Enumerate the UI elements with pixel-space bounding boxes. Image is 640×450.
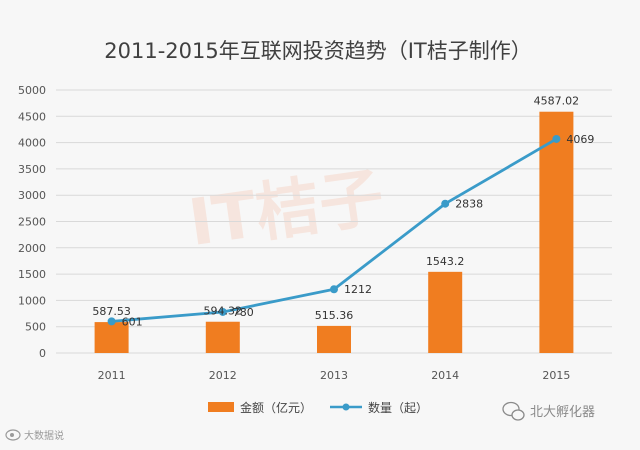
chart-title: 2011-2015年互联网投资趋势（IT桔子制作）: [104, 39, 531, 63]
bar: [317, 325, 351, 353]
line-point: [107, 317, 116, 326]
line-point: [552, 134, 561, 143]
bar-data-label: 587.53: [92, 305, 131, 318]
watermark-bottom-left: 大数据说: [5, 429, 64, 442]
line-data-label: 1212: [344, 283, 372, 296]
line-point: [218, 307, 227, 316]
y-tick-label: 5000: [18, 84, 46, 97]
bar-series: [94, 111, 574, 353]
legend-bar-label: 金额（亿元）: [240, 400, 312, 415]
y-tick-label: 3000: [18, 189, 46, 202]
y-axis: 0 500 1000 1500 2000 2500 3000 3500 4000 4500 5000: [18, 84, 46, 360]
x-tick-label: 2014: [431, 369, 459, 382]
line-point: [441, 199, 450, 208]
wechat-icon: [502, 401, 525, 421]
line-series: [107, 134, 561, 326]
bar: [205, 321, 240, 353]
line-point: [330, 285, 338, 294]
bar: [428, 271, 463, 353]
line-data-label: 2838: [455, 198, 483, 211]
y-tick-label: 500: [25, 321, 46, 334]
bar-data-label: 594.32: [204, 305, 243, 318]
x-axis: 2011 2012 2013 2014 2015: [98, 369, 571, 382]
bar: [539, 111, 574, 353]
bar-data-label: 515.36: [315, 309, 354, 322]
legend-line-label: 数量（起）: [368, 400, 428, 415]
line-data-label: 4069: [566, 133, 594, 146]
grid-lines: [56, 89, 612, 354]
bar: [94, 322, 129, 353]
bar-data-label: 4587.02: [534, 95, 580, 108]
x-tick-label: 2015: [542, 369, 570, 382]
line-data-label: 780: [233, 306, 254, 319]
y-tick-label: 4500: [18, 110, 46, 123]
background-watermark: IT桔子: [184, 161, 388, 261]
y-tick-label: 1500: [18, 268, 46, 281]
x-tick-label: 2011: [98, 369, 126, 382]
legend-line-marker: [342, 403, 350, 411]
data-labels: 587.53 594.32 515.36 1543.2 4587.02 601 780 121…: [92, 95, 594, 329]
watermark-text-left: 大数据说: [24, 429, 64, 442]
weibo-icon: [5, 429, 21, 441]
legend-bar-swatch: [208, 402, 234, 412]
bar-data-label: 1543.2: [426, 255, 465, 268]
y-tick-label: 4000: [18, 137, 46, 150]
y-tick-label: 2000: [18, 242, 46, 255]
watermark-text: 北大孵化器: [530, 405, 595, 420]
y-tick-label: 2500: [18, 216, 46, 229]
svg-text:IT桔子: IT桔子: [184, 161, 388, 261]
y-tick-label: 3500: [18, 163, 46, 176]
watermark-bottom-right: 北大孵化器: [502, 401, 595, 421]
x-tick-label: 2013: [320, 369, 348, 382]
line-data-label: 601: [122, 315, 143, 328]
y-tick-label: 1000: [18, 294, 46, 307]
x-tick-label: 2012: [209, 369, 237, 382]
y-tick-label: 0: [39, 347, 46, 360]
legend: 金额（亿元） 数量（起）: [208, 400, 428, 415]
